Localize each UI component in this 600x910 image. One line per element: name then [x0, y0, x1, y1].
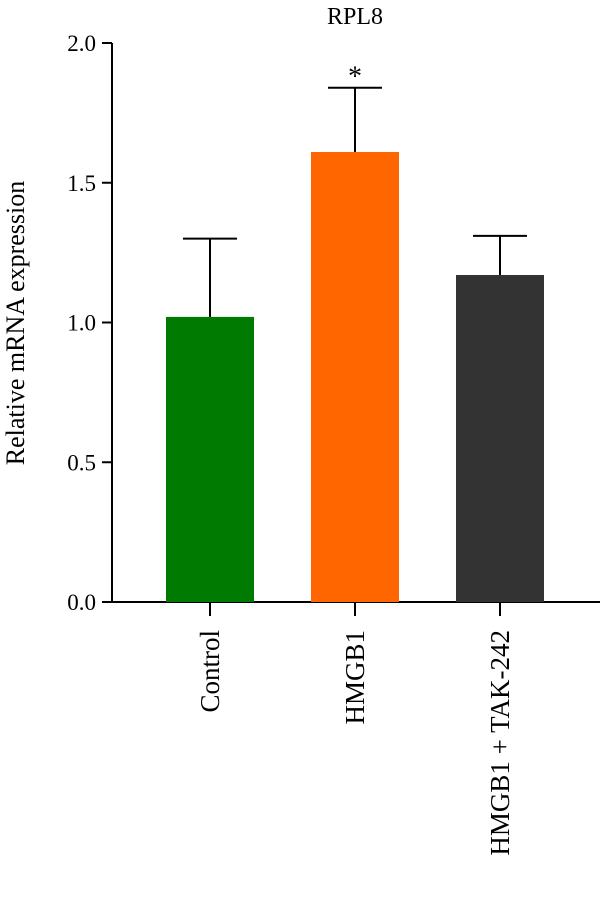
significance-markers: *	[348, 62, 362, 93]
bar-1	[166, 316, 254, 602]
significance-marker: *	[348, 62, 362, 93]
chart-title: RPL8	[327, 4, 383, 30]
error-bars	[183, 86, 527, 317]
x-axis	[112, 601, 600, 616]
category-label-2: HMGB1	[340, 630, 370, 725]
y-tick-label: 0.5	[67, 450, 96, 475]
bar-3	[456, 274, 544, 602]
y-tick-label: 2.0	[67, 31, 96, 56]
y-tick-label: 0.0	[67, 590, 96, 615]
y-axis-label: Relative mRNA expression	[1, 181, 30, 466]
y-axis: 0.0 0.5 1.0 1.5 2.0	[67, 31, 113, 615]
category-label-1: Control	[195, 630, 225, 713]
bar-2	[311, 152, 399, 602]
category-labels: Control HMGB1 HMGB1 + TAK-242	[195, 630, 515, 856]
category-label-3: HMGB1 + TAK-242	[485, 630, 515, 856]
bars	[166, 152, 544, 602]
y-tick-label: 1.5	[67, 171, 96, 196]
y-tick-label: 1.0	[67, 311, 96, 336]
